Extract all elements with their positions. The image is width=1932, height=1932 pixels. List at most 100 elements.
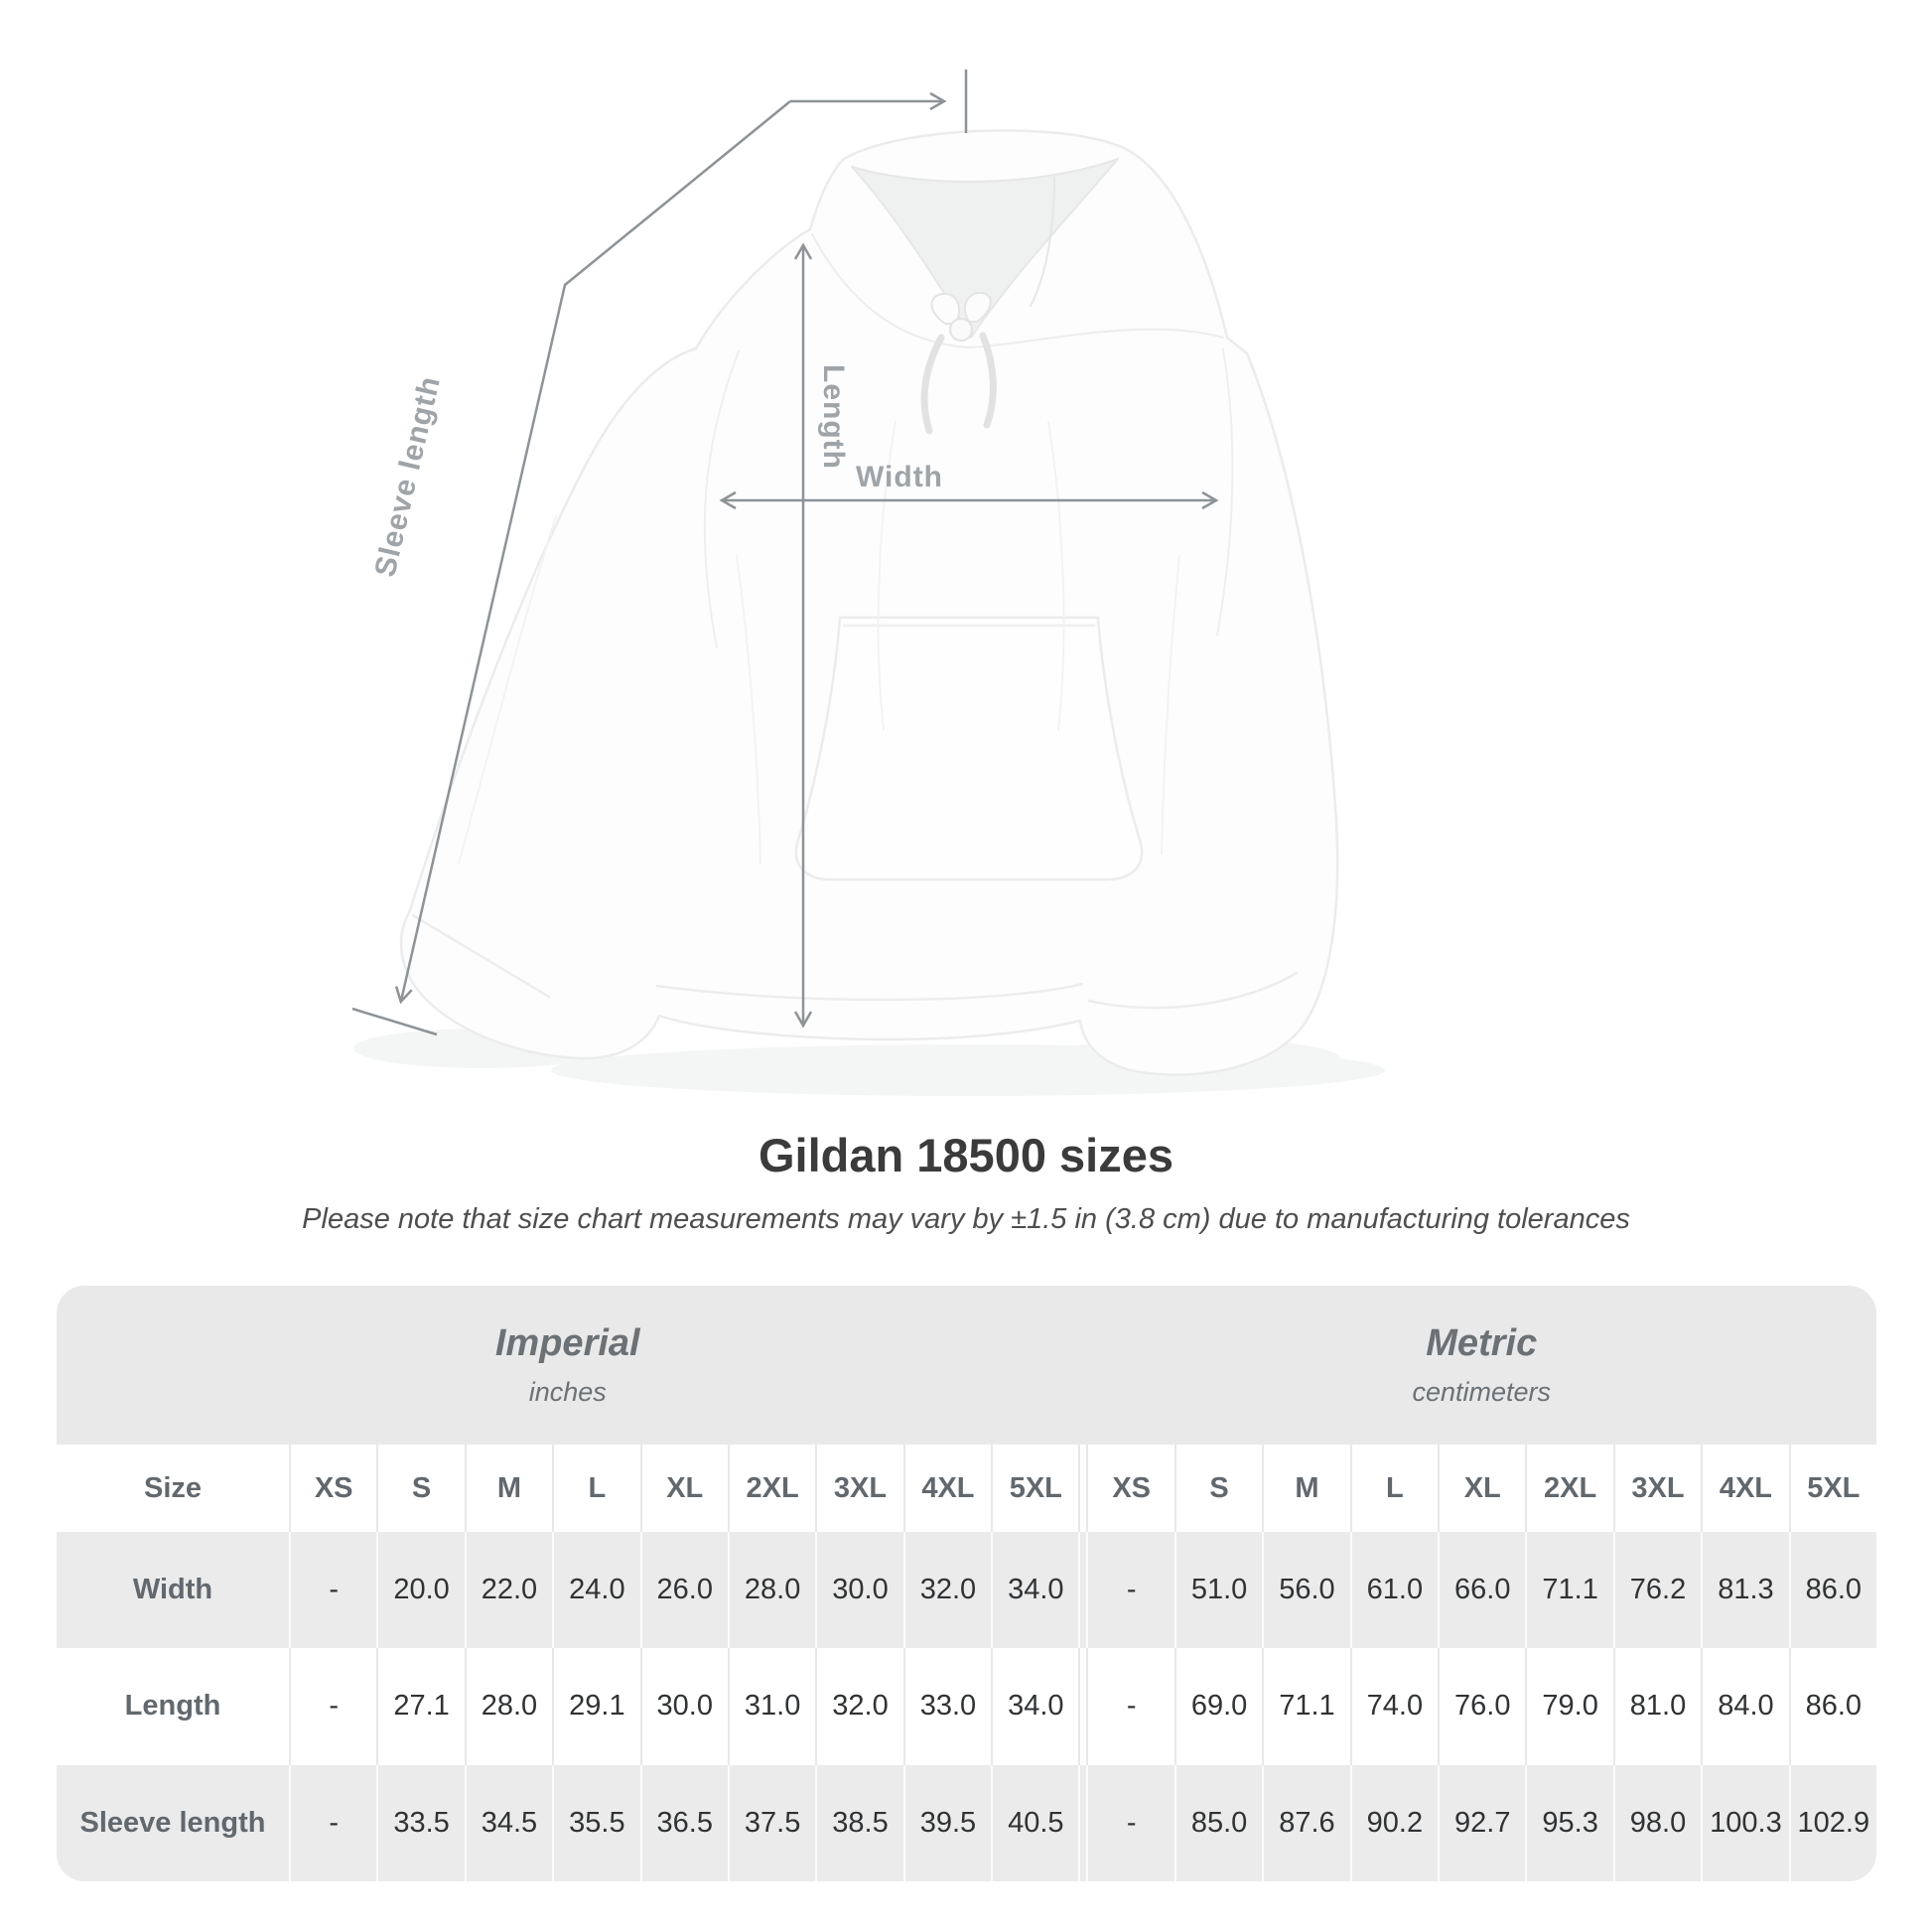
row-label: Sleeve length <box>57 1764 289 1881</box>
drawstrings <box>920 291 997 435</box>
metric-value-cell: 86.0 <box>1788 1648 1876 1765</box>
metric-value-cell: - <box>1086 1648 1173 1765</box>
imperial-value-cell: 26.0 <box>639 1532 728 1649</box>
cuff-left <box>411 913 551 999</box>
metric-value-cell: 61.0 <box>1349 1532 1439 1649</box>
metric-value-cell: 74.0 <box>1349 1648 1438 1765</box>
imperial-value-cell: 34.0 <box>991 1648 1078 1765</box>
imperial-value-cell: 34.5 <box>464 1764 553 1881</box>
imperial-value-cell: - <box>289 1532 377 1649</box>
metric-size-header: 4XL <box>1701 1445 1788 1532</box>
imperial-size-header: S <box>376 1445 464 1532</box>
metric-value-cell: - <box>1086 1532 1174 1649</box>
armhole-seam-left <box>703 350 740 648</box>
size-table-grid: Size XS S M L XL 2XL 3XL 4XL 5XL XS S M L XL 2XL 3XL 4XL 5… <box>57 1445 1876 1881</box>
metric-value-cell: 87.6 <box>1262 1764 1350 1881</box>
imperial-size-header: M <box>464 1445 552 1532</box>
metric-size-header: S <box>1173 1445 1262 1532</box>
imperial-value-cell: 31.0 <box>727 1648 815 1765</box>
armhole-seam-right <box>1216 348 1234 636</box>
unit-header-band: Imperial inches Metric centimeters <box>57 1286 1876 1445</box>
hoodie-image <box>399 129 1339 1076</box>
group-spacer <box>1078 1445 1086 1532</box>
metric-value-cell: 76.0 <box>1438 1648 1525 1765</box>
metric-value-cell: 69.0 <box>1173 1648 1262 1765</box>
imperial-value-cell: 36.5 <box>639 1764 728 1881</box>
imperial-size-header: L <box>552 1445 639 1532</box>
metric-value-cell: 51.0 <box>1173 1532 1263 1649</box>
metric-header-unit: centimeters <box>1412 1377 1552 1407</box>
cuff-right <box>1087 971 1299 1010</box>
imperial-value-cell: 30.0 <box>639 1648 728 1765</box>
metric-value-cell: 71.1 <box>1525 1532 1613 1649</box>
metric-value-cell: 102.9 <box>1788 1764 1876 1881</box>
group-spacer <box>1078 1532 1087 1649</box>
measurement-annotations <box>351 69 1219 1036</box>
size-column-label: Size <box>143 1471 203 1504</box>
imperial-value-cell: 38.5 <box>815 1764 903 1881</box>
hoodie-silhouette <box>399 129 1339 1076</box>
sleeve-length-measure-label: Sleeve length <box>368 373 447 581</box>
metric-value-cell: 79.0 <box>1525 1648 1612 1765</box>
sleeve-length-measure <box>351 69 968 1036</box>
sleeve-measure-bottom-tick <box>351 1007 438 1036</box>
row-label: Width <box>57 1532 289 1649</box>
group-spacer <box>1078 1648 1086 1765</box>
metric-value-cell: 92.7 <box>1438 1764 1526 1881</box>
imperial-value-cell: - <box>289 1648 376 1765</box>
metric-value-cell: 76.2 <box>1612 1532 1702 1649</box>
metric-size-header: XL <box>1438 1445 1525 1532</box>
imperial-size-header: 3XL <box>815 1445 902 1532</box>
metric-value-cell: 71.1 <box>1262 1648 1349 1765</box>
metric-value-cell: 56.0 <box>1262 1532 1350 1649</box>
metric-value-cell: 90.2 <box>1349 1764 1439 1881</box>
hem-ribbing <box>655 982 1084 1002</box>
length-measure-label: Length <box>817 364 850 470</box>
page-subtitle: Please note that size chart measurements… <box>302 1203 1630 1235</box>
imperial-value-cell: 29.1 <box>552 1648 639 1765</box>
metric-size-header: 3XL <box>1612 1445 1701 1532</box>
hood-interior <box>851 158 1119 339</box>
imperial-value-cell: 28.0 <box>464 1648 552 1765</box>
size-table: Imperial inches Metric centimeters Size X… <box>57 1286 1876 1881</box>
metric-size-header: 5XL <box>1788 1445 1876 1532</box>
metric-value-cell: 85.0 <box>1173 1764 1263 1881</box>
hood-interior-seam <box>1030 176 1055 307</box>
imperial-value-cell: 30.0 <box>815 1532 903 1649</box>
width-measure-label: Width <box>856 461 943 493</box>
imperial-size-header: XS <box>289 1445 376 1532</box>
band-spacer <box>1079 1286 1087 1445</box>
imperial-size-header: XL <box>639 1445 728 1532</box>
metric-size-header: 2XL <box>1525 1445 1612 1532</box>
metric-value-cell: 100.3 <box>1701 1764 1789 1881</box>
imperial-value-cell: - <box>289 1764 377 1881</box>
imperial-value-cell: 39.5 <box>902 1764 992 1881</box>
hood-body-seam <box>811 233 1224 348</box>
metric-value-cell: 84.0 <box>1701 1648 1788 1765</box>
imperial-header-title: Imperial <box>494 1322 640 1364</box>
imperial-header-unit: inches <box>528 1377 607 1407</box>
metric-size-header: L <box>1349 1445 1438 1532</box>
group-spacer <box>1078 1764 1087 1881</box>
metric-size-header: XS <box>1086 1445 1173 1532</box>
metric-value-cell: 95.3 <box>1525 1764 1613 1881</box>
hoodie-measurement-diagram: Length Width Sleeve length <box>351 69 1385 1096</box>
imperial-value-cell: 35.5 <box>552 1764 640 1881</box>
imperial-header: Imperial inches <box>57 1286 1079 1445</box>
imperial-value-cell: 34.0 <box>991 1532 1079 1649</box>
metric-header: Metric centimeters <box>1087 1286 1877 1445</box>
metric-value-cell: 81.0 <box>1612 1648 1701 1765</box>
metric-value-cell: 98.0 <box>1612 1764 1702 1881</box>
imperial-value-cell: 32.0 <box>815 1648 902 1765</box>
imperial-value-cell: 37.5 <box>727 1764 816 1881</box>
row-label: Length <box>124 1690 221 1723</box>
metric-value-cell: - <box>1086 1764 1174 1881</box>
imperial-value-cell: 24.0 <box>552 1532 640 1649</box>
kangaroo-pocket <box>794 616 1144 882</box>
imperial-size-header: 5XL <box>991 1445 1078 1532</box>
sleeve-measure-line <box>394 100 791 1005</box>
imperial-value-cell: 40.5 <box>991 1764 1079 1881</box>
metric-size-header: M <box>1262 1445 1349 1532</box>
metric-value-cell: 66.0 <box>1438 1532 1526 1649</box>
imperial-value-cell: 32.0 <box>902 1532 992 1649</box>
